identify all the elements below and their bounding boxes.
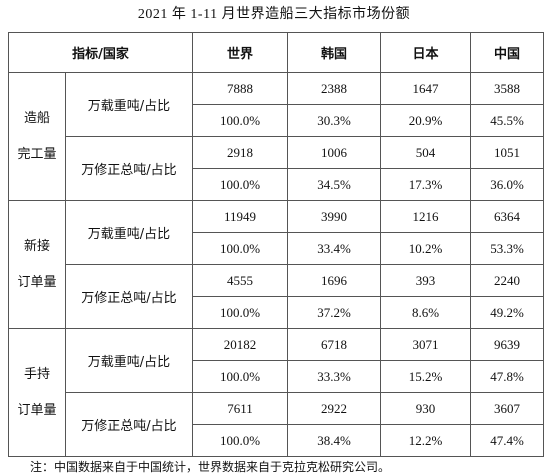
value-cell: 7611 <box>192 392 288 425</box>
group-label-line: 完工量 <box>17 146 57 162</box>
group-label-line: 新接 <box>23 238 50 254</box>
metric-name: 万修正总吨/占比 <box>65 136 193 201</box>
share-cell: 17.3% <box>380 168 471 201</box>
data-row: 造船完工量 万载重吨/占比 7888 2388 1647 3588 <box>8 72 544 201</box>
group-label-line: 手持 <box>23 366 50 382</box>
title: 2021 年 1-11 月世界造船三大指标市场份额 <box>137 7 411 22</box>
data-row: 万修正总吨/占比 4555 1696 393 2240 <box>9 264 544 329</box>
value-cell: 2918 <box>192 136 288 169</box>
value-cell: 1696 <box>287 264 381 297</box>
value-cell: 1216 <box>380 200 471 233</box>
column-header: 中国 <box>470 32 544 73</box>
value-cell: 2388 <box>287 72 381 105</box>
data-row: 100.0% 38.4% 12.2% 47.4% <box>9 424 544 457</box>
value-cell: 6718 <box>287 328 381 361</box>
data-row: 新接订单量 万载重吨/占比 11949 3990 1216 6364 <box>8 200 544 329</box>
data-row: 100.0% 34.5% 17.3% 36.0% <box>9 168 544 201</box>
share-cell: 20.9% <box>380 104 471 137</box>
value-cell: 9639 <box>470 328 544 361</box>
share-cell: 30.3% <box>287 104 381 137</box>
share-cell: 36.0% <box>470 168 544 201</box>
metric-name: 万修正总吨/占比 <box>65 264 193 329</box>
metric-name: 万载重吨/占比 <box>65 328 193 393</box>
value-cell: 3588 <box>470 72 544 105</box>
header-row: 指标/国家 世界 韩国 日本 中国 <box>8 32 544 73</box>
data-row: 手持订单量 万载重吨/占比 20182 6718 3071 9639 <box>8 328 544 457</box>
column-header: 日本 <box>380 32 471 73</box>
data-row: 万修正总吨/占比 7611 2922 930 3607 <box>9 392 544 457</box>
value-cell: 393 <box>380 264 471 297</box>
value-cell: 3990 <box>287 200 381 233</box>
metric-name: 万载重吨/占比 <box>65 200 193 265</box>
footnote: 注：中国数据来自于中国统计，世界数据来自于克拉克松研究公司。 <box>30 460 391 474</box>
value-cell: 1006 <box>287 136 381 169</box>
value-cell: 930 <box>380 392 471 425</box>
value-cell: 504 <box>380 136 471 169</box>
market-share-table: 指标/国家 世界 韩国 日本 中国 造船 完工量 万载重吨/占比 7888 2388 1647 358… <box>8 32 544 457</box>
share-cell: 15.2% <box>380 360 471 393</box>
share-cell: 100.0% <box>192 232 288 265</box>
data-row: 万修正总吨/占比 2918 1006 504 1051 <box>9 136 544 201</box>
share-cell: 38.4% <box>287 424 381 457</box>
group-label: 新接 订单量 <box>8 200 66 329</box>
group-label-line: 订单量 <box>17 402 57 418</box>
value-cell: 4555 <box>192 264 288 297</box>
share-cell: 33.3% <box>287 360 381 393</box>
share-cell: 47.8% <box>470 360 544 393</box>
share-cell: 37.2% <box>287 296 381 329</box>
column-header: 指标/国家 <box>8 32 193 73</box>
value-cell: 3607 <box>470 392 544 425</box>
share-cell: 53.3% <box>470 232 544 265</box>
group-label-line: 订单量 <box>17 274 57 290</box>
group-label: 手持 订单量 <box>8 328 66 457</box>
share-cell: 8.6% <box>380 296 471 329</box>
data-row: 100.0% 33.4% 10.2% 53.3% <box>9 232 544 265</box>
column-header: 韩国 <box>287 32 381 73</box>
share-cell: 100.0% <box>192 168 288 201</box>
value-cell: 3071 <box>380 328 471 361</box>
data-row: 100.0% 37.2% 8.6% 49.2% <box>9 296 544 329</box>
metric-name: 万修正总吨/占比 <box>65 392 193 457</box>
share-cell: 100.0% <box>192 296 288 329</box>
data-row: 100.0% 33.3% 15.2% 47.8% <box>9 360 544 393</box>
group-label-line: 造船 <box>23 110 50 126</box>
group-label: 造船 完工量 <box>8 72 66 201</box>
share-cell: 33.4% <box>287 232 381 265</box>
share-cell: 47.4% <box>470 424 544 457</box>
share-cell: 100.0% <box>192 360 288 393</box>
column-header: 世界 <box>192 32 288 73</box>
value-cell: 2240 <box>470 264 544 297</box>
share-cell: 10.2% <box>380 232 471 265</box>
data-row: 100.0% 30.3% 20.9% 45.5% <box>9 104 544 137</box>
metric-name: 万载重吨/占比 <box>65 72 193 137</box>
value-cell: 6364 <box>470 200 544 233</box>
value-cell: 11949 <box>192 200 288 233</box>
value-cell: 2922 <box>287 392 381 425</box>
value-cell: 20182 <box>192 328 288 361</box>
share-cell: 49.2% <box>470 296 544 329</box>
value-cell: 1051 <box>470 136 544 169</box>
value-cell: 1647 <box>380 72 471 105</box>
share-cell: 100.0% <box>192 104 288 137</box>
share-cell: 100.0% <box>192 424 288 457</box>
share-cell: 34.5% <box>287 168 381 201</box>
share-cell: 12.2% <box>380 424 471 457</box>
value-cell: 7888 <box>192 72 288 105</box>
share-cell: 45.5% <box>470 104 544 137</box>
